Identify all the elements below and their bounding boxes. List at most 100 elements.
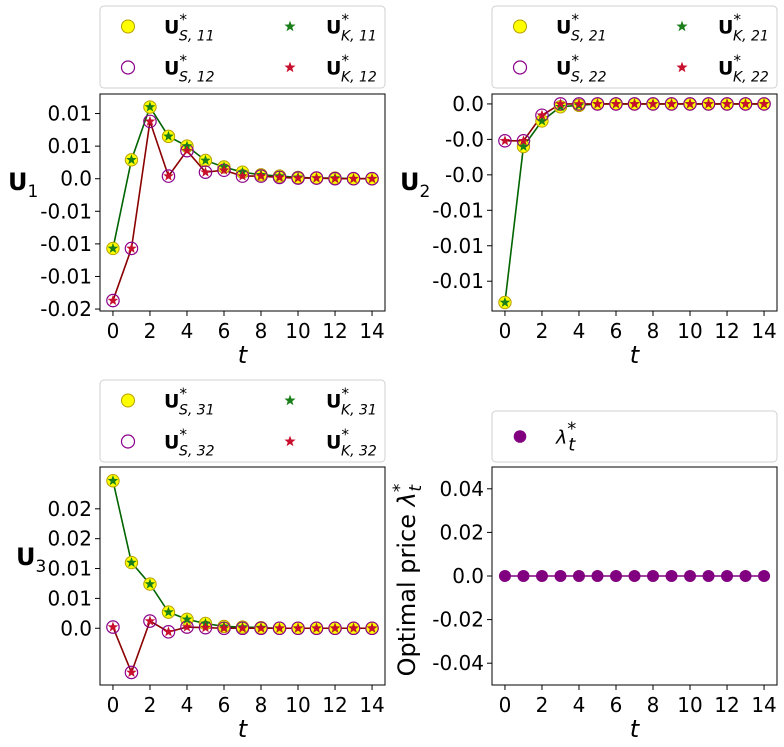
x-tick-label: 4 xyxy=(181,319,194,343)
x-tick-label: 12 xyxy=(714,319,739,343)
y-tick-label: 0.04 xyxy=(439,477,484,501)
data-point xyxy=(126,154,137,165)
data-point xyxy=(346,171,361,186)
data-point xyxy=(181,145,193,156)
data-point xyxy=(609,570,622,582)
data-point xyxy=(647,570,660,582)
data-point xyxy=(757,97,771,111)
legend-label-main: λ xyxy=(555,427,567,449)
data-point xyxy=(366,173,378,184)
x-tick-label: 2 xyxy=(536,319,549,343)
data-point xyxy=(591,570,604,582)
data-point xyxy=(124,241,139,256)
x-tick-label: 10 xyxy=(677,693,702,717)
data-point xyxy=(107,475,119,486)
x-tick-label: 8 xyxy=(647,693,660,717)
legend-label-sup: * xyxy=(341,426,349,444)
data-point xyxy=(272,621,287,636)
y-axis-label: U1 xyxy=(8,168,38,202)
legend-label-sub: S, 12 xyxy=(179,70,215,86)
data-point xyxy=(739,570,752,582)
legend-box xyxy=(491,5,778,89)
legend-label: U* S, 32 xyxy=(164,426,215,460)
legend-marker xyxy=(120,60,136,75)
y-tick-label: -0.01 xyxy=(432,198,484,222)
legend-label-main: U xyxy=(164,58,179,80)
data-point xyxy=(665,570,678,582)
data-point xyxy=(554,570,567,582)
data-point xyxy=(163,626,174,637)
axes-frame xyxy=(99,466,386,686)
data-point xyxy=(143,614,157,628)
legend-label-sup: * xyxy=(341,385,349,403)
legend-label: U* S, 12 xyxy=(164,52,215,86)
data-point xyxy=(738,97,753,111)
y-tick-label: -0.02 xyxy=(432,608,484,632)
data-point xyxy=(666,98,677,109)
legend-box xyxy=(99,5,386,89)
y-axis-label-sub: 2 xyxy=(420,182,431,202)
axes-frame xyxy=(99,93,386,312)
chart-panel-top-right: U* S, 21U* S, 22U* K, 21U* K, 220 2 4 6 8 10 12 140… xyxy=(400,5,778,369)
chart-panel-bottom-right: λ* t0 2 4 6 8 10 12 140.040.020.0-0.02-0.04tOpti… xyxy=(390,410,778,743)
data-point xyxy=(703,98,714,109)
x-tick-label: 2 xyxy=(536,693,549,717)
x-tick-label: 6 xyxy=(218,693,231,717)
data-point xyxy=(200,166,211,177)
legend-label-main: U xyxy=(326,432,341,454)
legend-label-sup: * xyxy=(341,52,349,70)
x-tick-label: 14 xyxy=(359,319,384,343)
data-point xyxy=(573,98,585,109)
legend-label-sub: S, 21 xyxy=(571,29,607,45)
x-tick-label: 12 xyxy=(322,319,347,343)
legend-label: λ* t xyxy=(555,419,576,456)
legend-label-sup: * xyxy=(179,11,187,29)
y-tick-label: -0.01 xyxy=(432,234,484,258)
legend-label-main: U xyxy=(718,17,733,39)
x-tick-label: 14 xyxy=(751,319,776,343)
data-point xyxy=(255,622,267,633)
x-tick-label: 0 xyxy=(107,693,120,717)
data-point xyxy=(107,294,119,306)
data-point xyxy=(200,622,211,633)
y-tick-label: -0.04 xyxy=(432,651,484,675)
data-point xyxy=(292,172,304,183)
legend-marker xyxy=(284,20,296,32)
x-tick-label: 10 xyxy=(285,319,310,343)
x-tick-label: 10 xyxy=(677,319,702,343)
data-point xyxy=(126,556,137,568)
data-point xyxy=(144,578,156,589)
data-point xyxy=(218,164,230,175)
legend: λ* t xyxy=(491,410,778,463)
data-point xyxy=(499,135,511,146)
legend-label-main: U xyxy=(164,432,179,454)
legend-label-main: U xyxy=(556,17,571,39)
legend: U* S, 21U* S, 22U* K, 21U* K, 22 xyxy=(491,5,778,89)
data-point xyxy=(684,570,697,582)
y-tick-label: -0.01 xyxy=(432,269,484,293)
data-point xyxy=(499,296,511,308)
data-point xyxy=(720,97,734,111)
legend-label-sup: * xyxy=(179,426,187,444)
data-point xyxy=(200,154,211,165)
legend-label: U* K, 12 xyxy=(326,52,377,86)
legend-label-sub: K, 31 xyxy=(341,403,377,419)
data-point xyxy=(629,98,640,109)
data-point xyxy=(702,570,715,582)
series-line xyxy=(504,103,765,303)
data-point xyxy=(237,170,248,181)
y-tick-label: 0.02 xyxy=(47,527,92,551)
x-tick-label: 12 xyxy=(714,693,739,717)
y-axis-label-text: Optimal price xyxy=(393,506,421,676)
axes-frame xyxy=(491,93,778,312)
data-point xyxy=(181,621,193,632)
y-tick-label: -0.0 xyxy=(445,163,484,187)
chart-panel-top-left: U* S, 11U* S, 12U* K, 11U* K, 120 2 4 6 8 10 12 14-… xyxy=(8,5,386,369)
data-point xyxy=(346,621,361,636)
chart-panel-bottom-left: U* S, 31U* S, 32U* K, 31U* K, 320 2 4 6 8 10 12 140… xyxy=(16,379,386,743)
legend-label-sup: * xyxy=(733,11,741,29)
x-tick-label: 0 xyxy=(107,319,120,343)
legend-label-sub: K, 12 xyxy=(341,70,377,86)
y-tick-label: 0.0 xyxy=(452,564,484,588)
data-point xyxy=(553,97,568,111)
